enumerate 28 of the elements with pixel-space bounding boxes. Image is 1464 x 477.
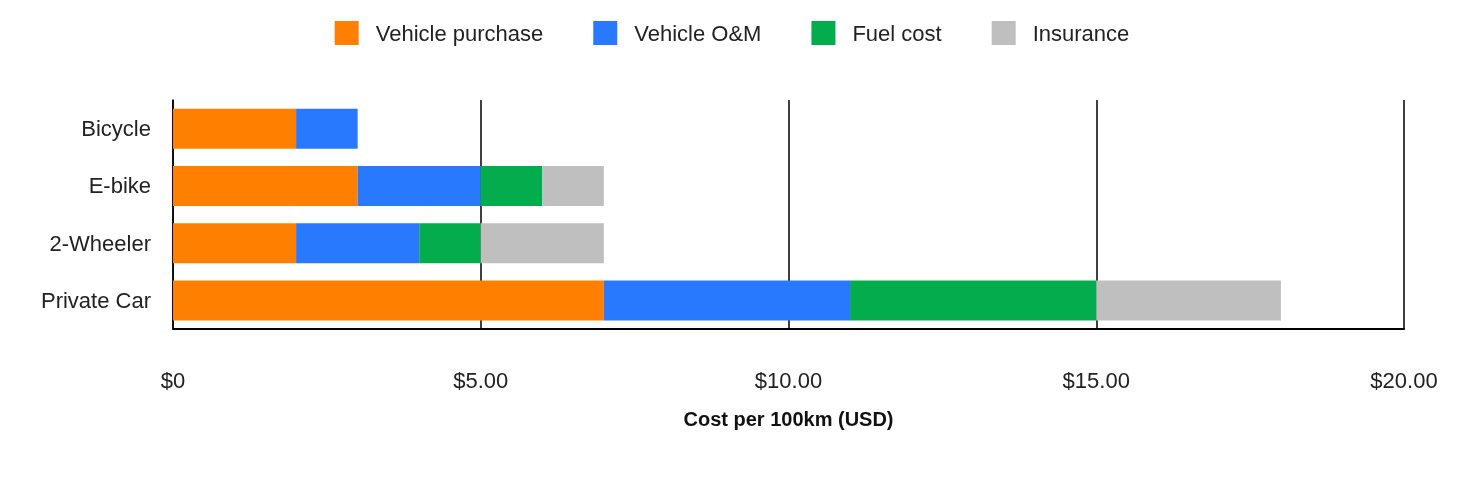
y-tick-label: Private Car — [40, 287, 151, 313]
x-axis-title: Cost per 100km (USD) — [683, 408, 894, 430]
bar — [603, 280, 851, 321]
x-tick-label: $20.00 — [1370, 367, 1438, 393]
bar — [173, 108, 297, 149]
bar — [357, 165, 481, 206]
legend-label: Insurance — [1032, 20, 1130, 46]
bar — [173, 280, 604, 321]
y-tick-label: Bicycle — [81, 116, 151, 142]
bar — [542, 165, 604, 206]
x-tick-label: $0 — [160, 367, 186, 393]
bar — [1096, 280, 1281, 321]
bar — [850, 280, 1097, 321]
legend-label: Vehicle purchase — [375, 20, 544, 46]
y-tick-label: E-bike — [88, 173, 151, 199]
legend-label: Vehicle O&M — [634, 20, 762, 46]
bar — [296, 108, 358, 149]
bar — [173, 223, 297, 264]
x-tick-label: $5.00 — [453, 367, 509, 393]
legend-label: Fuel cost — [852, 20, 942, 46]
bar — [419, 223, 481, 264]
x-tick-label: $15.00 — [1062, 367, 1130, 393]
bar — [173, 165, 358, 206]
y-tick-label: 2-Wheeler — [49, 230, 151, 256]
bar — [296, 223, 420, 264]
x-tick-label: $10.00 — [754, 367, 823, 393]
bar — [480, 165, 543, 206]
bar — [480, 223, 604, 264]
